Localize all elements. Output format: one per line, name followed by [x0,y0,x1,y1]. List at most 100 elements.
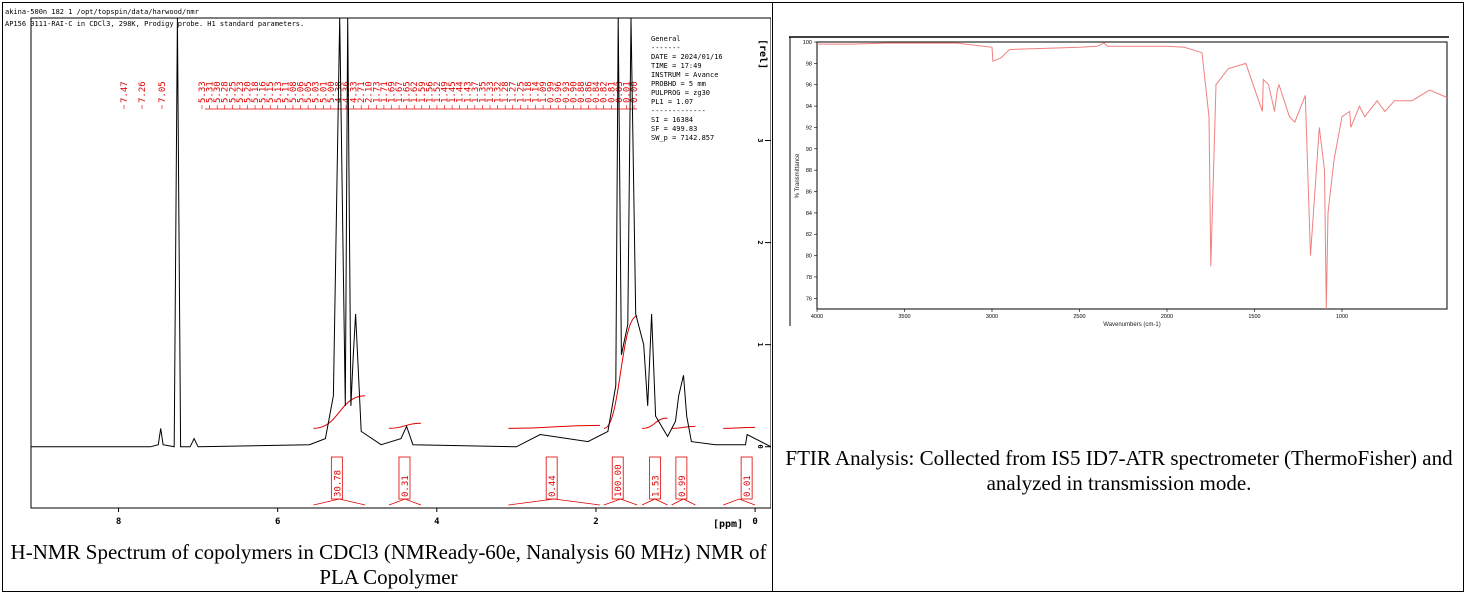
nmr-peak-label: 0.81 [607,81,617,103]
nmr-peak-label: 5.15 [266,81,276,103]
nmr-y-tick-label: 1 [756,342,764,346]
nmr-peak-label: 4.33 [350,81,360,103]
ftir-y-tick-label: 96 [806,83,812,89]
nmr-y-tick-label: 0 [756,445,764,449]
nmr-integral-bracket [723,498,756,506]
nmr-peak-label: 5.33 [198,81,208,103]
nmr-peak-label: 5.28 [221,81,231,103]
nmr-peak-label: 2.71 [357,81,367,103]
nmr-integral-curve [389,422,421,429]
ftir-x-tick-label: 1500 [1248,314,1260,320]
nmr-peak-label: 0.01 [622,81,632,103]
nmr-param-line: TIME = 17:49 [651,62,702,70]
nmr-integral-curve [313,395,366,429]
nmr-peak-label: 5.30 [213,81,223,103]
ftir-spectrum-series [817,42,1448,310]
nmr-peak-label: 1.69 [387,81,397,103]
ftir-x-tick-label: 4000 [811,314,823,320]
nmr-peak-label: 5.11 [281,81,291,103]
nmr-integral-value: 0.99 [678,475,688,497]
nmr-param-line: PULPROG = zg30 [651,89,710,97]
nmr-param-line: SW_p = 7142.857 [651,134,714,142]
ftir-x-tick-label: 3500 [898,314,910,320]
ftir-caption: FTIR Analysis: Collected from IS5 ID7-AT… [785,446,1453,495]
nmr-param-line: SI = 16384 [651,116,693,124]
nmr-peak-label: 7.47 [120,81,130,103]
ftir-y-tick-label: 80 [806,254,812,260]
ftir-figure-cell: 4000 3500 3000 2500 2000 1500 1000 76 78 80 82 84 8… [772,2,1464,592]
nmr-peak-label: 1.49 [441,81,451,103]
nmr-integral-curve [508,424,600,429]
nmr-peak-label: 4.38 [334,81,344,103]
nmr-x-tick-label: 6 [275,517,280,527]
nmr-peak-label: 5.23 [236,81,246,103]
nmr-peak-label: 2.10 [365,81,375,103]
nmr-peak-label: 1.62 [410,81,420,103]
ftir-y-tick-label: 82 [806,232,812,238]
nmr-integral-box [398,456,411,500]
nmr-y-tick-label: 2 [756,240,764,244]
nmr-x-tick-label: 0 [752,517,757,527]
nmr-header-line1: akina-500n 182 1 /opt/topspin/data/harwo… [5,8,199,16]
nmr-right-axis-unit: [rel] [757,39,768,69]
nmr-integral-box [545,456,558,500]
nmr-peak-label: 1.18 [524,81,534,103]
nmr-peak-label: 0.82 [600,81,610,103]
ftir-x-axis-label: Wavenumbers (cm-1) [1103,322,1160,328]
nmr-integral-value: 30.78 [333,470,343,497]
ftir-x-tick-label: 1000 [1336,314,1348,320]
nmr-integral-curve [642,417,668,429]
nmr-peak-label: 0.84 [592,81,602,103]
ftir-y-tick-label: 88 [806,168,812,174]
nmr-param-line: INSTRUM = Avance [651,71,718,79]
ftir-x-tick-label: 2500 [1073,314,1085,320]
nmr-integral-value: 1.53 [652,475,662,497]
nmr-peak-label: 7.05 [158,81,168,103]
nmr-peak-label: 5.06 [297,81,307,103]
nmr-spectrum-chart: akina-500n 182 1 /opt/topspin/data/harwo… [5,8,771,530]
ftir-plot-frame [816,41,1448,310]
nmr-peak-label: 1.32 [494,81,504,103]
nmr-x-tick-label: 4 [434,517,440,527]
ftir-y-tick-label: 90 [806,147,812,153]
nmr-param-line: ------------- [651,107,706,115]
nmr-integral-box [740,456,753,500]
nmr-integral-box [675,456,688,500]
nmr-peak-label: 1.73 [372,81,382,103]
ftir-y-tick-label: 100 [803,40,812,46]
nmr-x-tick-label: 8 [116,517,121,527]
nmr-integral-value: 0.01 [743,475,753,497]
nmr-peak-label: 5.18 [251,81,261,103]
nmr-integral-box [330,456,343,500]
nmr-peak-label: 0.03 [615,81,625,103]
nmr-peak-label: 1.71 [380,81,390,103]
nmr-peak-label: 7.26 [138,81,148,103]
nmr-integral-curve [723,426,756,429]
ftir-x-tick-label: 3000 [986,314,998,320]
nmr-peak-label: 1.25 [516,81,526,103]
nmr-integral-curve [671,425,696,429]
nmr-peak-label: 5.08 [289,81,299,103]
nmr-peak-label: 0.93 [562,81,572,103]
nmr-peak-label: 1.27 [509,81,519,103]
nmr-param-line: ------- [651,44,681,52]
nmr-figure-cell: akina-500n 182 1 /opt/topspin/data/harwo… [2,2,773,592]
nmr-integral-value: 0.44 [548,475,558,497]
nmr-peak-label: 5.03 [312,81,322,103]
ftir-y-tick-label: 98 [806,61,812,67]
ftir-x-tick-label: 2000 [1161,314,1173,320]
nmr-peak-label: 5.01 [319,81,329,103]
nmr-peak-label: 1.43 [463,81,473,103]
nmr-x-tick-label: 2 [593,517,598,527]
nmr-integral-box [611,456,624,500]
nmr-integral-box [649,456,662,500]
nmr-param-line: PROBHD = 5 mm [651,80,706,88]
nmr-param-line: General [651,35,681,43]
nmr-peak-label: 5.13 [274,81,284,103]
nmr-peak-label: 1.45 [448,81,458,103]
nmr-peak-label: 5.31 [206,81,216,103]
nmr-y-tick-label: 3 [756,138,764,142]
nmr-header-line2: AP156 0111-RAI-C in CDCl3, 298K, Prodigy… [5,20,304,28]
nmr-peak-label: 0.86 [585,81,595,103]
